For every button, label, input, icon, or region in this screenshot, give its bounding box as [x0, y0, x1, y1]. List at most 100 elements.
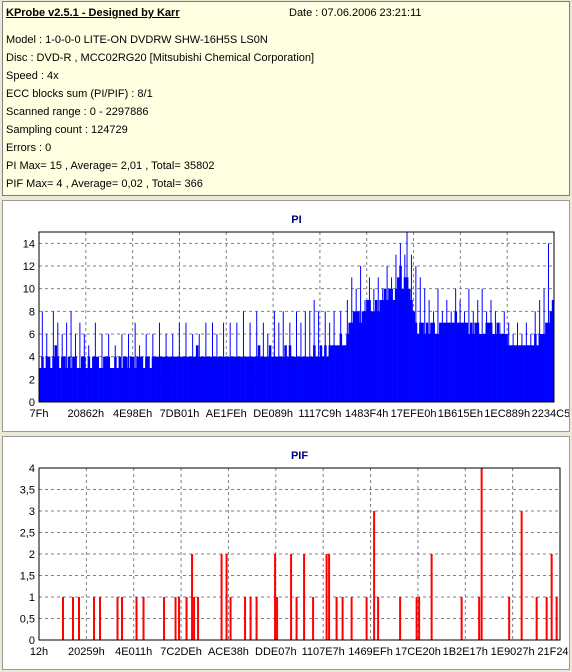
pi-bar — [220, 356, 223, 402]
pif-bar — [399, 597, 402, 640]
pi-bar — [474, 322, 477, 402]
pif-bar — [225, 554, 228, 640]
y-tick-label: 3,5 — [20, 485, 35, 497]
pi-bar — [167, 356, 170, 402]
x-tick-label: 21F24Ch — [537, 646, 569, 658]
pi-bar — [118, 356, 122, 402]
pi-bar — [200, 356, 203, 402]
pi-bar — [72, 356, 75, 402]
x-tick-label: 1469EFh — [348, 646, 393, 658]
pi-bar — [89, 368, 93, 402]
y-tick-label: 8 — [29, 306, 35, 318]
pif-bar — [335, 597, 338, 640]
pi-bar — [218, 356, 221, 402]
x-tick-label: DDE07h — [255, 646, 297, 658]
pif-bar — [72, 597, 75, 640]
pi-bar — [412, 311, 416, 402]
pif-bar — [135, 597, 138, 640]
pi-bar — [50, 368, 53, 402]
pi-bar — [122, 356, 126, 402]
y-tick-label: 0 — [29, 397, 35, 409]
pi-bar — [388, 288, 391, 402]
pi-bar — [492, 334, 495, 402]
y-tick-label: 2 — [29, 549, 35, 561]
pi-bar — [103, 356, 106, 402]
pi-bar — [246, 356, 250, 402]
x-tick-label: 4E011h — [115, 646, 152, 658]
errors-line: Errors : 0 — [6, 142, 52, 154]
pif-bar — [478, 597, 481, 640]
pif-bar — [365, 597, 368, 640]
x-tick-label: AE1FEh — [206, 408, 247, 420]
pi-bar — [527, 345, 530, 402]
x-tick-label: 17EFE0h — [391, 408, 437, 420]
pi-bar — [105, 356, 108, 402]
pi-bar — [125, 356, 128, 402]
pi-bar — [233, 356, 237, 402]
pif-bar — [328, 554, 331, 640]
sampling-line: Sampling count : 124729 — [6, 124, 128, 136]
pi-bar — [383, 288, 387, 402]
pi-bar — [284, 345, 287, 402]
pi-bar — [226, 356, 230, 402]
pi-bar — [271, 356, 274, 402]
pif-bar — [220, 554, 223, 640]
pi-bar — [505, 334, 508, 402]
pi-bar — [162, 356, 166, 402]
y-tick-label: 1,5 — [20, 571, 35, 583]
pi-bar — [237, 356, 241, 402]
pif-bar — [93, 597, 96, 640]
pi-bar — [310, 356, 314, 402]
y-tick-label: 2 — [29, 374, 35, 386]
info-header: KProbe v2.5.1 - Designed by Karr Date : … — [6, 7, 422, 19]
x-tick-label: 1B615Eh — [438, 408, 483, 420]
pi-bar — [116, 368, 119, 402]
x-tick-label: 1E9027h — [491, 646, 535, 658]
pi-bar — [129, 356, 133, 402]
x-tick-label: 2234C5h — [532, 408, 569, 420]
y-tick-label: 14 — [23, 238, 35, 250]
y-tick-label: 0,5 — [20, 614, 35, 626]
pif-bar — [78, 597, 81, 640]
pi-bar — [264, 356, 267, 402]
y-tick-label: 12 — [23, 261, 35, 273]
app-title: KProbe v2.5.1 - Designed by Karr — [6, 7, 180, 19]
pi-bar — [496, 322, 500, 402]
pif-bar — [178, 597, 181, 640]
pi-bar — [421, 322, 424, 402]
pi-bar — [439, 322, 442, 402]
pif-bar — [460, 597, 463, 640]
x-tick-label: 17CE20h — [395, 646, 441, 658]
pi-stats-line: PI Max= 15 , Average= 2,01 , Total= 3580… — [6, 160, 215, 172]
pi-bar — [81, 356, 84, 402]
pi-bar — [335, 345, 338, 402]
pi-bar — [176, 356, 179, 402]
pi-bar — [156, 356, 159, 402]
x-tick-label: 20862h — [67, 408, 104, 420]
pif-bar — [116, 597, 119, 640]
pi-bar — [321, 356, 325, 402]
pi-bar — [193, 356, 197, 402]
pi-bar — [531, 345, 535, 402]
pif-bar — [535, 597, 538, 640]
pi-bar — [224, 356, 228, 402]
pif-bar — [520, 511, 523, 640]
y-tick-label: 4 — [29, 463, 35, 475]
pif-bar — [142, 597, 145, 640]
pi-bar — [370, 311, 374, 402]
pif-bar — [350, 597, 353, 640]
pi-bar — [279, 356, 283, 402]
pi-bar — [47, 356, 51, 402]
pi-bar — [456, 322, 460, 402]
pi-bar — [43, 368, 46, 402]
pi-bar — [319, 345, 323, 402]
y-tick-label: 10 — [23, 284, 35, 296]
pi-bar — [430, 322, 433, 402]
pif-bar — [249, 597, 252, 640]
pi-bar — [153, 356, 157, 402]
pi-bar — [240, 356, 243, 402]
pi-bar — [352, 311, 356, 402]
x-tick-label: 1107E7h — [302, 646, 345, 658]
x-tick-label: 12h — [30, 646, 48, 658]
pi-bar — [465, 322, 469, 402]
